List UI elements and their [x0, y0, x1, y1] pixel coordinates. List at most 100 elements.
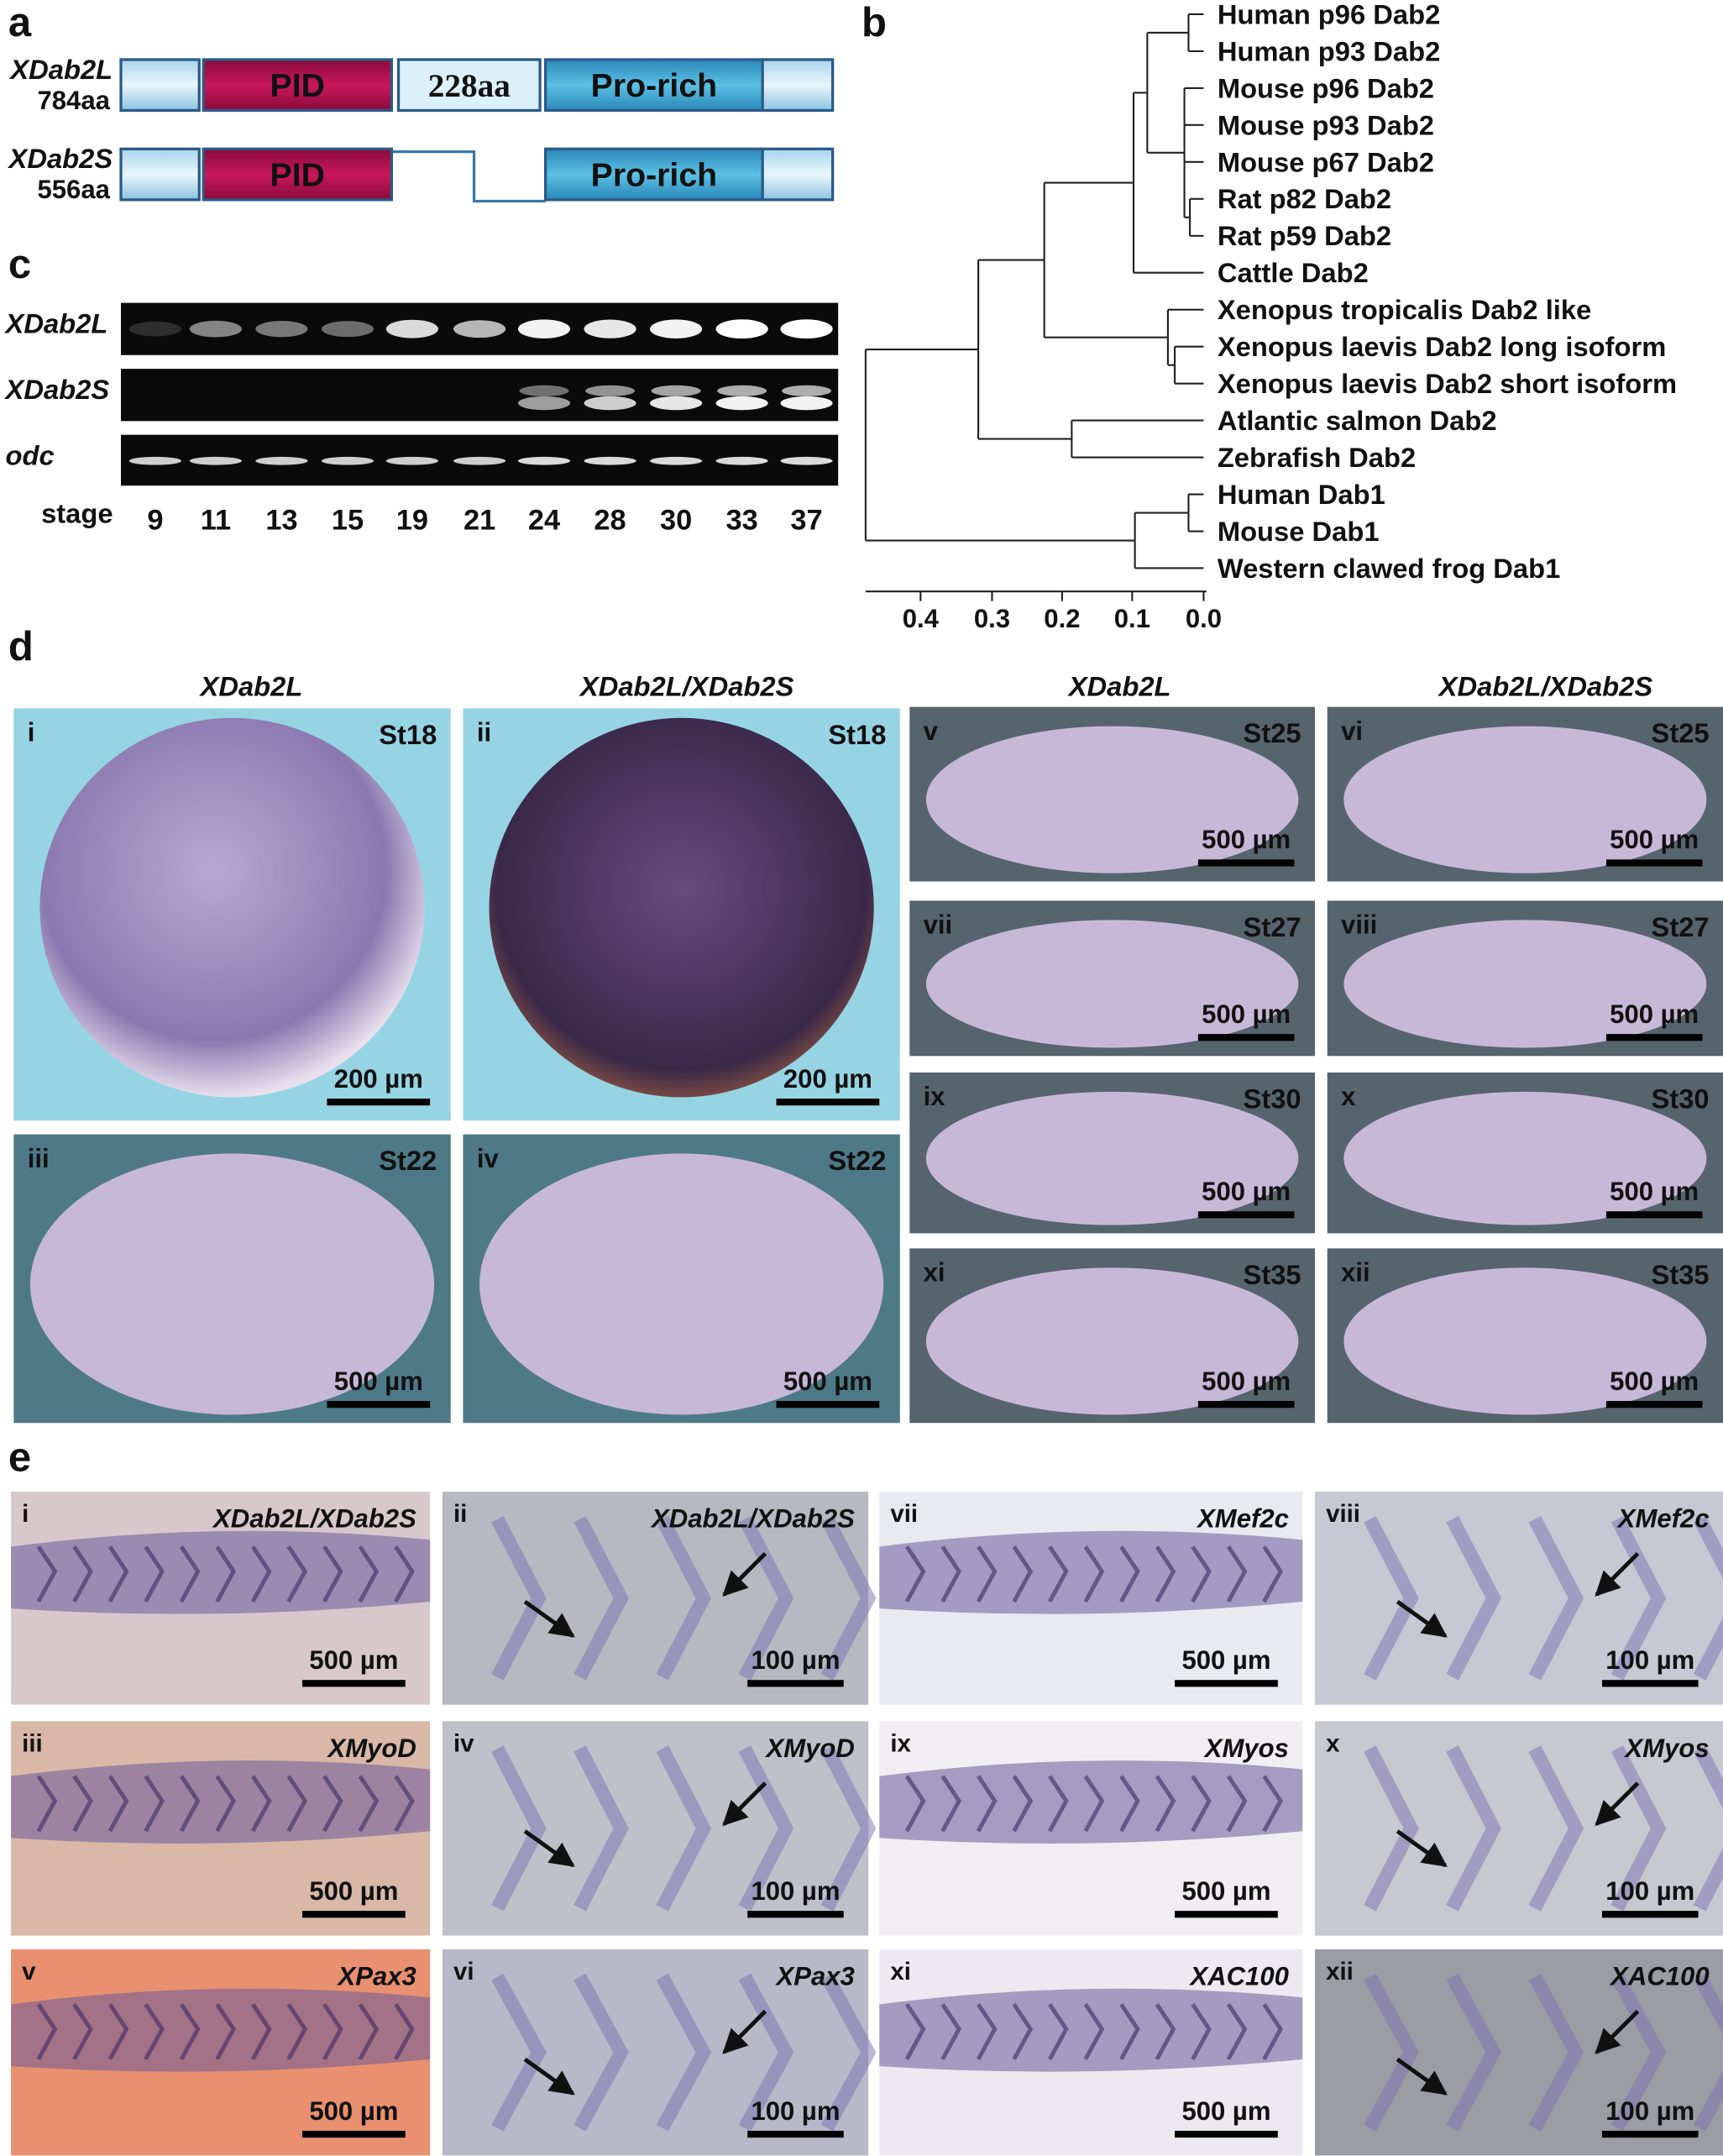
stage-number: 24 [528, 505, 560, 537]
scale-label: 100 µm [751, 1645, 840, 1675]
scale-label: 100 µm [1605, 1645, 1694, 1675]
scale-label: 500 µm [1181, 1645, 1270, 1675]
band [189, 456, 242, 465]
scale-label: 200 µm [334, 1064, 423, 1094]
panel-numeral: x [1341, 1082, 1356, 1111]
arrow [1396, 1599, 1448, 1638]
domain-box [544, 147, 764, 202]
panel-numeral: xi [890, 1958, 911, 1986]
scale-label: 500 µm [309, 2096, 398, 2126]
panel-numeral: iv [453, 1729, 474, 1757]
gene: XAC100 [1188, 1962, 1288, 1991]
somite [1446, 1515, 1501, 1681]
panel-numeral: vii [890, 1500, 918, 1528]
somite [1528, 1515, 1584, 1681]
scale-label: 500 µm [1610, 1177, 1699, 1206]
panel-numeral: ix [890, 1729, 911, 1757]
somite [144, 1545, 165, 1603]
somite [820, 1745, 877, 1912]
somite [107, 2003, 129, 2061]
scale-label: 500 µm [1181, 2096, 1270, 2126]
gene: XMef2c [1196, 1504, 1289, 1534]
band [584, 396, 636, 411]
arrow [523, 1829, 575, 1868]
scale-bar [1197, 1034, 1295, 1041]
panel-numeral: iv [477, 1144, 500, 1173]
stage-label: stage [41, 497, 113, 528]
arrow [1396, 1829, 1448, 1868]
somite [1364, 1515, 1419, 1681]
gene: XPax3 [775, 1962, 855, 1991]
scale-bar [302, 1680, 406, 1687]
panel-label: c [8, 242, 31, 287]
arrow [1396, 2057, 1448, 2096]
taxon: Mouse p96 Dab2 [1218, 72, 1434, 103]
band [321, 456, 374, 465]
scale-bar [747, 1680, 844, 1687]
tissue-band [11, 1530, 431, 1614]
gene: XMef2c [1616, 1504, 1710, 1534]
band [650, 456, 703, 465]
somite [656, 1973, 712, 2132]
scale-bar [776, 1099, 880, 1106]
band [517, 456, 571, 465]
panel-numeral: viii [1326, 1500, 1360, 1528]
axis-tick-label: 0.2 [1044, 604, 1080, 633]
scale-bar [1197, 859, 1295, 867]
somite [491, 1745, 547, 1912]
taxon: Xenopus laevis Dab2 short isoform [1218, 368, 1677, 399]
embryo [925, 920, 1299, 1048]
domain-box [544, 58, 764, 113]
band [385, 456, 438, 465]
panel-numeral: xii [1341, 1258, 1370, 1288]
panel-label: a [8, 0, 32, 45]
domain-box [761, 58, 835, 113]
somite [820, 1515, 877, 1681]
scale-label: 500 µm [1610, 999, 1699, 1029]
scale-bar [747, 1911, 844, 1918]
somite [1012, 1775, 1034, 1833]
embryo [1343, 1267, 1707, 1415]
panel-numeral: xii [1326, 1958, 1354, 1986]
somite [573, 1745, 629, 1912]
axis-tick-label: 0.1 [1114, 604, 1150, 633]
somite [179, 1775, 201, 1833]
panel-label: b [862, 0, 887, 45]
band [453, 320, 506, 338]
gene: XDab2L/XDab2S [650, 1504, 855, 1534]
taxon: Mouse p67 Dab2 [1218, 146, 1434, 177]
panel-numeral: vi [1341, 716, 1363, 746]
somite [250, 2003, 272, 2061]
somite [215, 1775, 237, 1833]
somite [215, 1545, 237, 1603]
scale-label: 100 µm [751, 1876, 840, 1906]
scale-bar [327, 1401, 431, 1408]
somite [1262, 1775, 1283, 1833]
scale-label: 500 µm [1202, 1367, 1291, 1396]
scale-label: 100 µm [1605, 1876, 1694, 1906]
panel-numeral: viii [1341, 910, 1377, 940]
somite [1226, 1775, 1248, 1833]
embryo [1343, 920, 1707, 1048]
somite [107, 1545, 129, 1603]
somite [1048, 1775, 1069, 1833]
panel-numeral: x [1326, 1729, 1340, 1757]
scale-label: 500 µm [309, 1645, 398, 1675]
somite [322, 1775, 343, 1833]
somite [904, 2003, 926, 2061]
somite [286, 2003, 308, 2061]
stage: St25 [1244, 717, 1301, 748]
somite [1155, 2003, 1176, 2061]
taxon: Atlantic salmon Dab2 [1218, 405, 1497, 436]
scale-bar [1175, 1911, 1278, 1918]
micrograph [442, 1492, 869, 1705]
micrograph [442, 1949, 869, 2156]
arrow [722, 1781, 767, 1827]
somite [1119, 2003, 1140, 2061]
embryo [925, 1267, 1299, 1415]
arrow [1595, 1551, 1640, 1597]
gene-label: XDab2L [4, 308, 108, 339]
panel-numeral: iii [28, 1144, 50, 1173]
taxon: Human Dab1 [1218, 479, 1385, 510]
